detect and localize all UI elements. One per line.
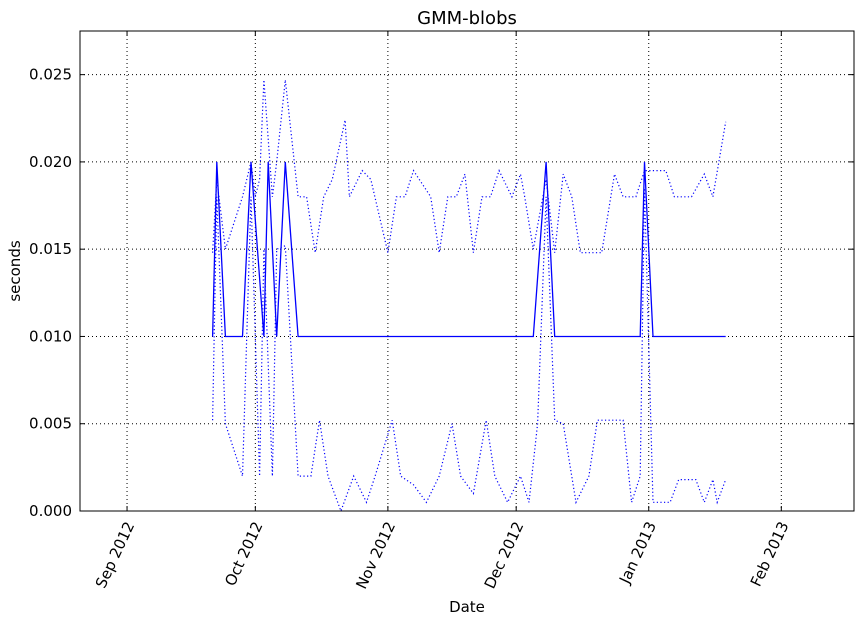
- chart-title: GMM-blobs: [417, 8, 517, 29]
- y-tick-label: 0.025: [29, 66, 72, 84]
- x-tick-label: Sep 2012: [92, 519, 138, 591]
- series-line-dotted-1: [212, 79, 727, 254]
- grid: [80, 31, 854, 512]
- ticks: 0.000 0.005 0.010 0.015 0.020 0.025 Sep 2012 Oc…: [29, 31, 854, 592]
- series-layer: [211, 79, 727, 513]
- x-axis-title: Date: [449, 598, 485, 616]
- x-tick-label: Nov 2012: [352, 519, 399, 592]
- y-tick-label: 0.000: [29, 502, 72, 520]
- x-tick-label: Feb 2013: [747, 519, 793, 590]
- y-tick-label: 0.005: [29, 415, 72, 433]
- y-tick-label: 0.020: [29, 153, 72, 171]
- plot-frame: [79, 30, 855, 512]
- x-tick-label: Dec 2012: [481, 519, 528, 592]
- y-tick-label: 0.010: [29, 327, 72, 345]
- x-tick-label: Jan 2013: [615, 519, 660, 587]
- y-tick-label: 0.015: [29, 240, 72, 258]
- x-tick-label: Oct 2012: [221, 519, 266, 589]
- y-axis-title: seconds: [6, 240, 24, 301]
- series-line-dotted-2: [212, 188, 727, 513]
- series-line-solid: [211, 161, 726, 338]
